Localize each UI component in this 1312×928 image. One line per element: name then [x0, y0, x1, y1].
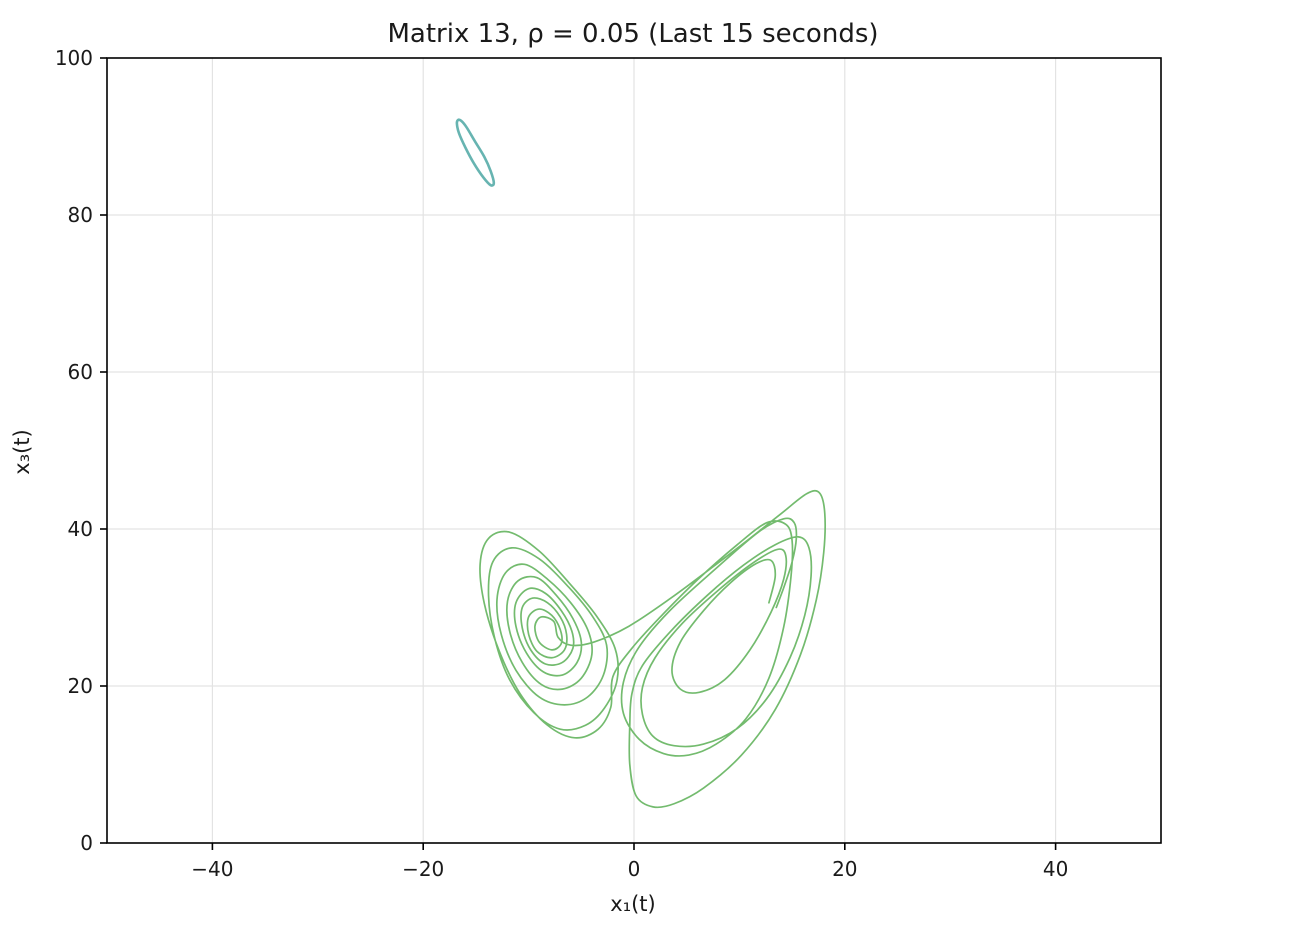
- x-tick-label: −20: [402, 857, 444, 881]
- y-tick-label: 40: [68, 517, 93, 541]
- y-tick-label: 0: [80, 831, 93, 855]
- y-tick-label: 60: [68, 360, 93, 384]
- x-axis-label: x₁(t): [610, 892, 655, 916]
- chart-title: Matrix 13, ρ = 0.05 (Last 15 seconds): [387, 19, 878, 49]
- x-tick-label: 40: [1043, 857, 1068, 881]
- y-tick-label: 100: [55, 46, 93, 70]
- series-1-trajectory-line: [479, 489, 826, 809]
- grid-lines: [107, 58, 1161, 843]
- y-axis-ticks: 0 20 40 60 80 100: [55, 46, 107, 855]
- series-0-trajectory-line: [455, 118, 496, 187]
- x-axis-ticks: −40 −20 0 20 40: [191, 843, 1068, 881]
- x-tick-label: −40: [191, 857, 233, 881]
- y-axis-label: x₃(t): [10, 429, 34, 474]
- x-tick-label: 0: [628, 857, 641, 881]
- y-tick-label: 20: [68, 674, 93, 698]
- series-layer: [455, 118, 826, 809]
- x-tick-label: 20: [832, 857, 857, 881]
- y-tick-label: 80: [68, 203, 93, 227]
